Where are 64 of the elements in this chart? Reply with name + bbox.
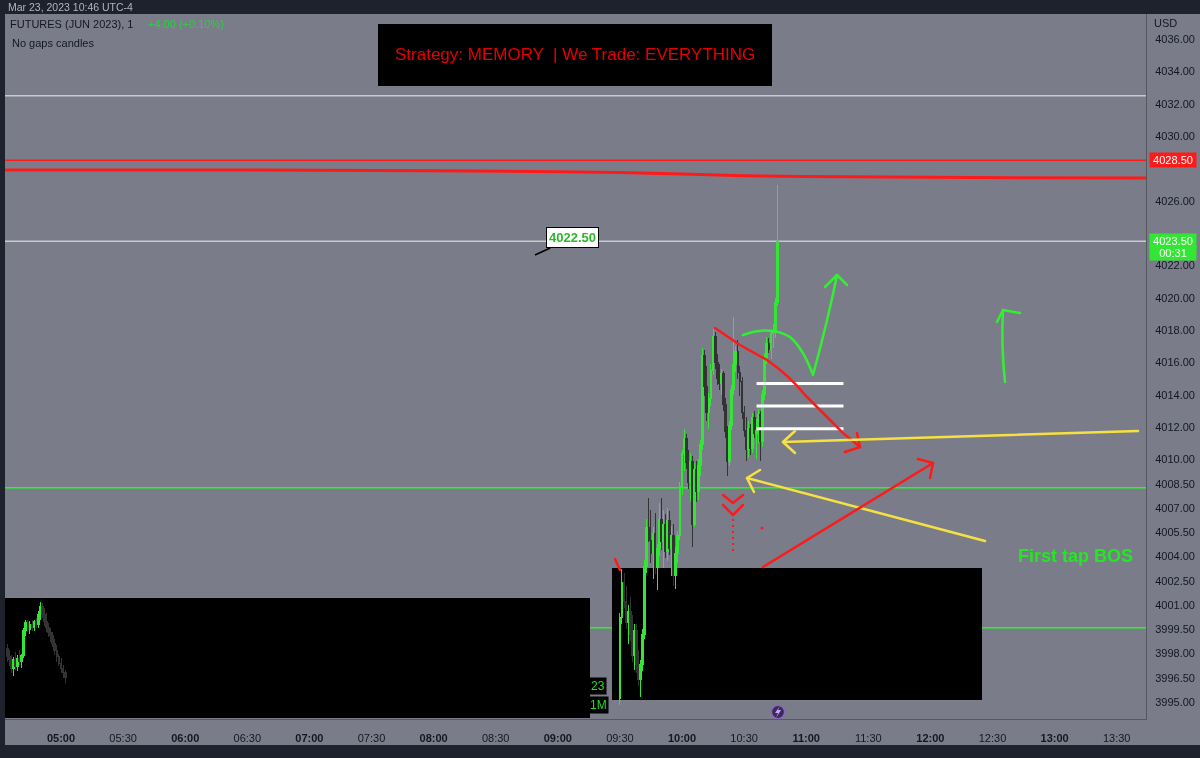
y-tick-label: 4032.00 bbox=[1155, 97, 1195, 110]
x-tick-label: 11:00 bbox=[792, 732, 820, 745]
x-tick-label: 09:00 bbox=[543, 732, 572, 745]
chart-title: FUTURES (JUN 2023), 1 bbox=[10, 17, 134, 30]
candlestick bbox=[16, 654, 19, 672]
x-tick-label: 07:30 bbox=[357, 732, 386, 745]
y-tick-label: 4022.00 bbox=[1155, 259, 1195, 272]
y-tick-label: 4002.50 bbox=[1155, 574, 1195, 587]
y-tick-label: 4010.00 bbox=[1155, 453, 1195, 466]
x-tick-label: 08:30 bbox=[481, 732, 510, 745]
ref-line-label: 4028.50 bbox=[1153, 154, 1193, 166]
x-tick-label: 05:00 bbox=[46, 732, 76, 745]
text: 00:31 bbox=[1159, 247, 1187, 259]
candlestick bbox=[59, 657, 63, 674]
y-tick-label: 4036.00 bbox=[1155, 32, 1195, 45]
x-tick-label: 06:30 bbox=[233, 732, 262, 745]
x-tick-label: 08:00 bbox=[419, 732, 448, 745]
x-tick-label: 12:00 bbox=[916, 732, 945, 745]
annotation: Strategy: MEMORY | We Trade: EVERYTHING bbox=[395, 45, 756, 64]
y-tick-label: 4026.00 bbox=[1155, 194, 1195, 207]
x-tick-label: 05:30 bbox=[109, 732, 137, 745]
annotation: +4.00 (+0.10%) bbox=[148, 18, 224, 30]
y-tick-label: 3998.00 bbox=[1155, 647, 1195, 660]
y-tick-label: 3996.50 bbox=[1155, 671, 1195, 684]
y-tick-label: 4012.00 bbox=[1155, 420, 1195, 433]
candlestick bbox=[753, 410, 756, 439]
y-tick-label: 4030.00 bbox=[1155, 129, 1195, 142]
y-tick-label: 4014.00 bbox=[1155, 388, 1195, 401]
x-tick-label: 09:30 bbox=[606, 732, 634, 745]
annotation: 23 bbox=[591, 679, 605, 693]
annotation: No gaps candles bbox=[12, 37, 95, 49]
y-tick-label: 4005.50 bbox=[1155, 526, 1195, 539]
candlestick bbox=[651, 526, 655, 580]
candlestick bbox=[5, 643, 9, 663]
annotation: 4022.50 bbox=[549, 230, 596, 245]
text: Mar 23, 2023 10:46 UTC-4 bbox=[8, 0, 133, 14]
candlestick bbox=[45, 612, 48, 633]
y-tick-label: 4007.00 bbox=[1155, 501, 1195, 514]
candlestick bbox=[34, 617, 38, 629]
candlestick bbox=[769, 328, 773, 360]
y-tick-label: 4004.00 bbox=[1155, 550, 1195, 563]
y-axis-title: USD bbox=[1154, 17, 1178, 29]
y-tick-label: 4016.00 bbox=[1155, 356, 1195, 369]
x-tick-label: 10:30 bbox=[730, 732, 758, 745]
y-tick-label: 3995.00 bbox=[1155, 695, 1195, 708]
annotation: 1M bbox=[590, 698, 607, 712]
x-tick-label: 12:30 bbox=[978, 732, 1007, 745]
candlestick bbox=[767, 337, 771, 354]
x-tick-label: 07:00 bbox=[295, 732, 324, 745]
y-tick-label: 3999.50 bbox=[1155, 623, 1195, 636]
x-tick-label: 11:30 bbox=[854, 732, 882, 745]
y-tick-label: 4034.00 bbox=[1155, 65, 1195, 78]
line-series bbox=[5, 168, 1146, 180]
x-tick-label: 10:00 bbox=[667, 732, 697, 745]
y-tick-label: 4001.00 bbox=[1155, 598, 1195, 611]
annotation: First tap BOS bbox=[1018, 546, 1134, 566]
x-tick-label: 06:00 bbox=[171, 732, 200, 745]
y-tick-label: 4020.00 bbox=[1155, 291, 1195, 304]
y-tick-label: 4008.50 bbox=[1155, 477, 1195, 490]
x-tick-label: 13:30 bbox=[1102, 732, 1131, 745]
x-tick-label: 13:00 bbox=[1040, 732, 1069, 745]
ref-line-label: 4023.50 bbox=[1153, 235, 1193, 247]
y-tick-label: 4018.00 bbox=[1155, 323, 1195, 336]
candlestick bbox=[688, 452, 692, 503]
